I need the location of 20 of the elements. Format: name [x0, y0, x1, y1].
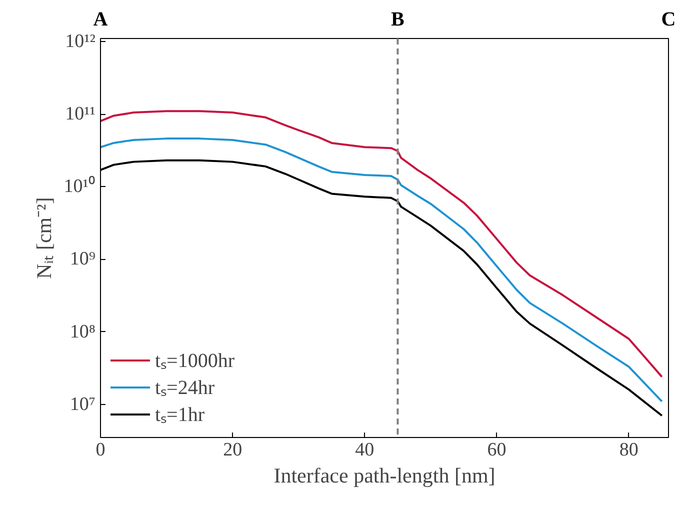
x-axis-title: Interface path-length [nm] [274, 464, 496, 488]
y-tick-label: 10⁸ [70, 321, 96, 342]
y-tick-label: 10⁷ [70, 394, 96, 415]
legend-label: tₛ=1000hr [155, 349, 234, 373]
y-axis-title: Nᵢₜ [cm⁻²] [32, 197, 56, 279]
x-tick-label: 60 [487, 440, 506, 460]
y-tick-label: 10¹⁰ [64, 175, 96, 198]
y-tick-label: 10¹¹ [65, 104, 96, 125]
x-tick-label: 20 [223, 440, 242, 460]
legend-label: tₛ=1hr [155, 403, 204, 427]
x-tick-label: 80 [619, 440, 638, 460]
text: B [391, 8, 404, 30]
x-tick-label: 0 [96, 440, 106, 460]
y-tick-label: 10¹² [65, 31, 96, 52]
line-series [100, 110, 663, 378]
text: A [93, 8, 108, 30]
legend-label: tₛ=24hr [155, 376, 214, 400]
text: C [661, 8, 676, 30]
x-tick-label: 40 [355, 440, 374, 460]
y-tick-label: 10⁹ [70, 248, 96, 270]
